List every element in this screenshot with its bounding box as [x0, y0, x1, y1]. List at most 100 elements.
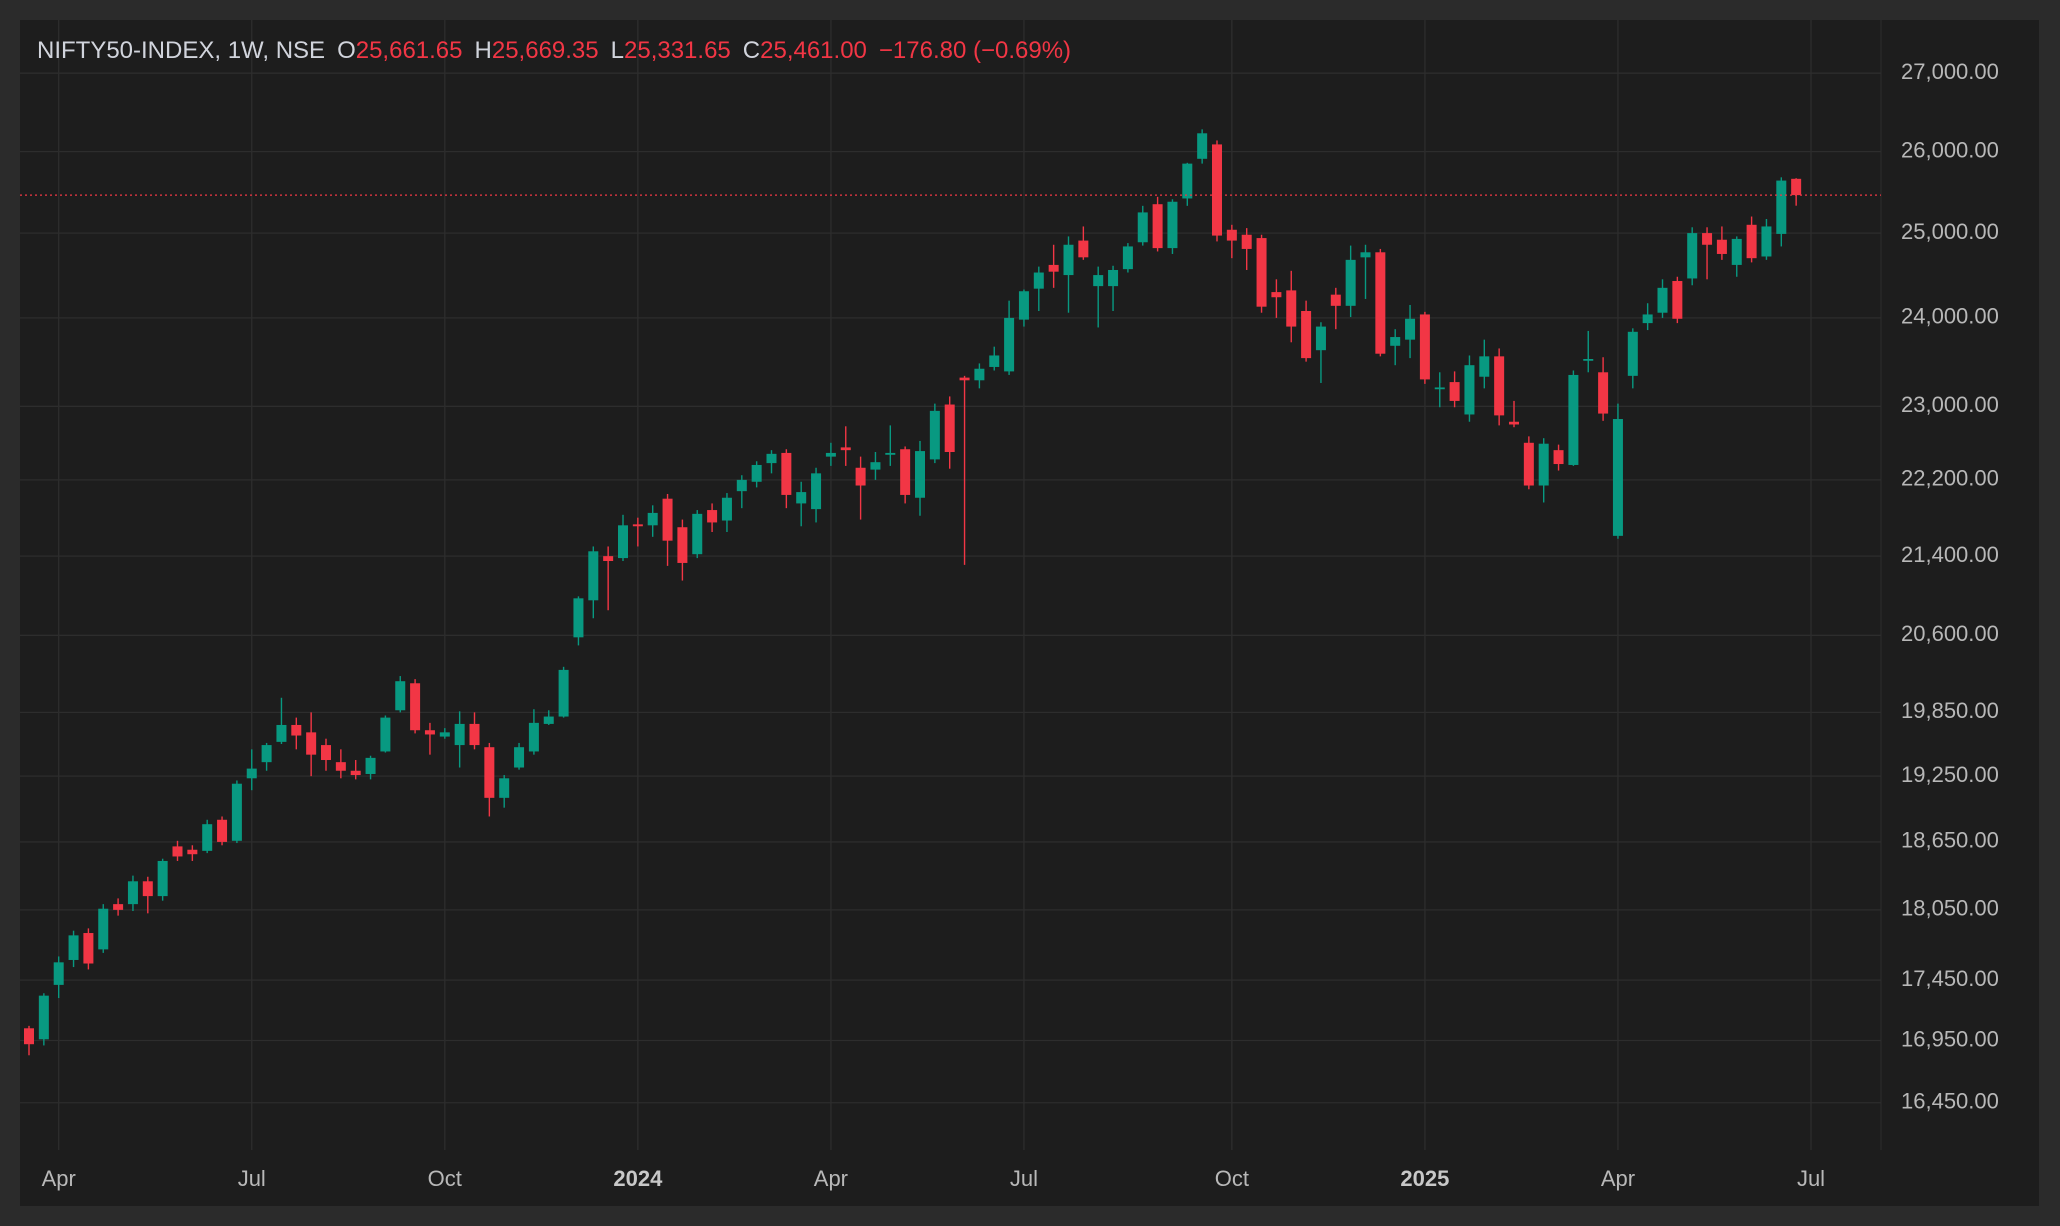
- candle-body: [1464, 365, 1475, 415]
- candle-body: [543, 716, 554, 724]
- candle-body: [736, 479, 747, 492]
- x-tick-label: Apr: [814, 1166, 848, 1191]
- y-tick-label: 22,200.00: [1901, 466, 1999, 491]
- candle-body: [24, 1028, 34, 1045]
- candle-body: [1212, 144, 1222, 236]
- candle-body: [38, 995, 49, 1040]
- candle-body: [766, 453, 777, 464]
- y-tick-label: 17,450.00: [1901, 966, 1999, 991]
- candle-body: [989, 355, 1000, 367]
- candle-body: [1538, 443, 1549, 486]
- candle-body: [261, 745, 272, 763]
- candle-body: [855, 467, 866, 486]
- candle-body: [83, 933, 94, 964]
- candle-body: [1791, 178, 1802, 196]
- candle-body: [1182, 163, 1193, 199]
- candle-body: [1672, 281, 1683, 319]
- candle-body: [1137, 212, 1148, 243]
- legend-key: L: [611, 37, 624, 64]
- candle-body: [1241, 234, 1252, 249]
- candle-body: [1494, 356, 1505, 416]
- candle-body: [1315, 326, 1326, 351]
- candle-body: [573, 598, 584, 638]
- candle-body: [662, 498, 673, 541]
- candle-body: [632, 524, 643, 527]
- y-tick-label: 19,250.00: [1901, 762, 1999, 787]
- candle-body: [1108, 269, 1119, 287]
- y-tick-label: 25,000.00: [1901, 219, 1999, 244]
- candle-body: [98, 908, 109, 950]
- y-tick-label: 24,000.00: [1901, 304, 1999, 329]
- candle-body: [959, 377, 970, 381]
- candle-body: [825, 452, 836, 457]
- candle-body: [484, 747, 495, 798]
- y-tick-label: 21,400.00: [1901, 542, 1999, 567]
- y-tick-label: 18,050.00: [1901, 896, 1999, 921]
- candle-body: [1004, 317, 1015, 372]
- candle-body: [840, 447, 851, 451]
- candle-body: [1761, 226, 1772, 257]
- candle-body: [321, 745, 331, 761]
- legend-key: C: [743, 37, 760, 64]
- y-tick-label: 20,600.00: [1901, 621, 1999, 646]
- candle-body: [1330, 294, 1341, 306]
- candle-body: [974, 368, 985, 381]
- candle-body: [410, 683, 421, 731]
- candle-body: [1449, 382, 1460, 401]
- y-tick-label: 23,000.00: [1901, 392, 1999, 417]
- candle-body: [1419, 314, 1430, 380]
- panel: [20, 20, 2039, 1206]
- candle-body: [528, 722, 539, 752]
- candle-body: [1405, 318, 1416, 340]
- x-tick-label: 2024: [613, 1166, 663, 1191]
- candle-body: [1048, 264, 1059, 272]
- candle-body: [1093, 275, 1104, 287]
- x-tick-label: Apr: [1601, 1166, 1635, 1191]
- x-tick-label: 2025: [1400, 1166, 1449, 1191]
- candle-body: [1197, 133, 1208, 159]
- candle-body: [1509, 421, 1519, 425]
- candle-body: [68, 935, 79, 960]
- y-tick-label: 19,850.00: [1901, 698, 1999, 723]
- candle-body: [395, 681, 406, 711]
- candle-body: [1033, 272, 1044, 289]
- y-tick-label: 16,450.00: [1901, 1089, 1999, 1114]
- candle-body: [558, 669, 569, 717]
- x-tick-label: Oct: [1215, 1166, 1249, 1191]
- candle-body: [1360, 252, 1371, 258]
- candle-body: [1702, 233, 1713, 245]
- candle-body: [707, 510, 718, 523]
- x-tick-label: Jul: [1010, 1166, 1038, 1191]
- candle-body: [1345, 259, 1356, 306]
- candle-body: [692, 513, 703, 555]
- x-tick-label: Oct: [428, 1166, 462, 1191]
- x-tick-label: Jul: [238, 1166, 266, 1191]
- candle-body: [677, 527, 688, 563]
- candle-body: [1271, 292, 1282, 298]
- candle-body: [142, 881, 153, 897]
- candle-body: [365, 757, 376, 774]
- legend-key: H: [475, 37, 492, 64]
- candle-body: [424, 730, 435, 735]
- candle-body: [944, 404, 955, 453]
- candle-body: [172, 846, 183, 857]
- candle-body: [469, 723, 480, 746]
- candle-body: [113, 904, 124, 910]
- candle-body: [915, 451, 925, 498]
- legend-header: NIFTY50-INDEX, 1W, NSE O25,661.65 H25,669.…: [37, 37, 1071, 64]
- candle-body: [1479, 356, 1490, 377]
- candle-body: [335, 762, 346, 771]
- candle-body: [514, 747, 525, 768]
- candle-body: [1523, 442, 1534, 486]
- candle-body: [1063, 244, 1074, 276]
- y-tick-label: 18,650.00: [1901, 828, 1999, 853]
- candle-body: [1390, 337, 1401, 346]
- candle-body: [1657, 287, 1668, 313]
- legend-value: 25,669.35: [492, 37, 599, 64]
- legend-value: 25,461.00: [760, 37, 867, 64]
- candle-body: [276, 724, 287, 742]
- candle-body: [1612, 419, 1623, 536]
- candle-body: [1746, 224, 1757, 259]
- labels: 16,450.00 16,950.00 17,450.00 18,050.00 18,6…: [42, 59, 1999, 1191]
